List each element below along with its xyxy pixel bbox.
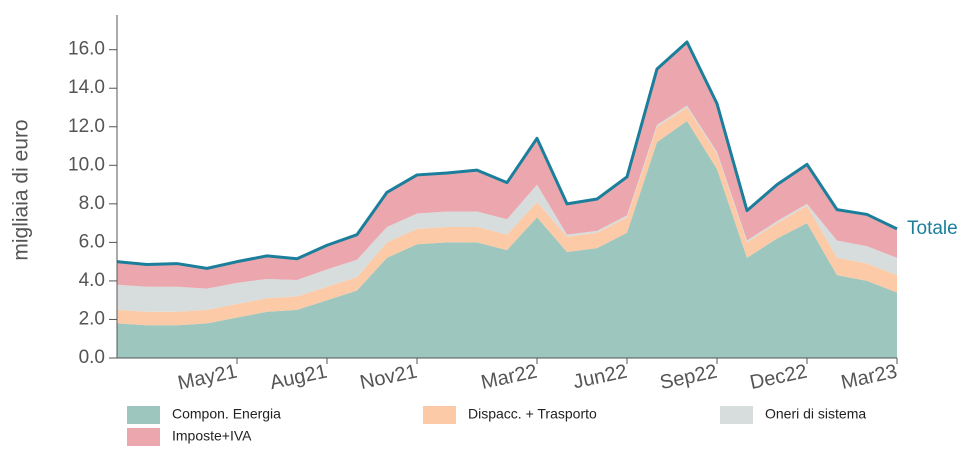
x-tick-label: Aug21 — [268, 361, 329, 395]
total-line — [116, 40, 898, 270]
y-tick-label: 10.0 — [68, 154, 105, 175]
y-tick-label: 12.0 — [68, 116, 105, 137]
legend-swatch — [127, 428, 160, 446]
y-tick-label: 16.0 — [68, 39, 105, 60]
y-axis-label: migliaia di euro — [10, 119, 33, 260]
y-tick-label: 4.0 — [79, 270, 105, 291]
legend-label: Oneri di sistema — [765, 406, 866, 422]
x-tick-label: Mar22 — [479, 361, 539, 394]
y-tick-label: 2.0 — [79, 308, 105, 329]
area — [117, 41, 897, 289]
area — [117, 120, 897, 358]
x-tick-label: Nov21 — [358, 361, 419, 395]
total-label: Totale — [907, 218, 958, 239]
y-tick-label: 14.0 — [68, 77, 105, 98]
x-tick-label: Mar23 — [839, 361, 899, 394]
legend-swatch — [127, 406, 160, 424]
x-tick-label: May21 — [176, 361, 239, 395]
x-tick-label: Jun22 — [571, 361, 629, 394]
x-tick-label: Sep22 — [658, 361, 719, 395]
y-tick-label: 6.0 — [79, 231, 105, 252]
legend-swatch — [720, 406, 753, 424]
y-tick-label: 0.0 — [79, 347, 105, 368]
x-tick-label: Dec22 — [748, 361, 809, 395]
legend-swatch — [423, 406, 456, 424]
legend-label: Dispacc. + Trasporto — [468, 406, 597, 422]
legend-label: Imposte+IVA — [172, 428, 252, 444]
y-tick-label: 8.0 — [79, 193, 105, 214]
legend-label: Compon. Energia — [172, 406, 281, 422]
area — [117, 105, 897, 312]
